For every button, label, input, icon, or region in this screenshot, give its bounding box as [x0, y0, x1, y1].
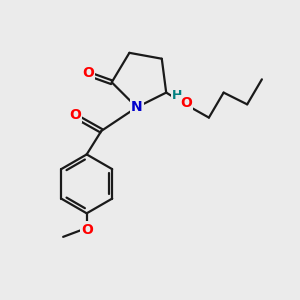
Text: O: O — [180, 96, 192, 110]
Text: O: O — [81, 223, 93, 236]
Text: O: O — [69, 108, 81, 122]
Text: H: H — [172, 89, 183, 102]
Text: O: O — [82, 66, 94, 80]
Text: N: N — [131, 100, 142, 114]
